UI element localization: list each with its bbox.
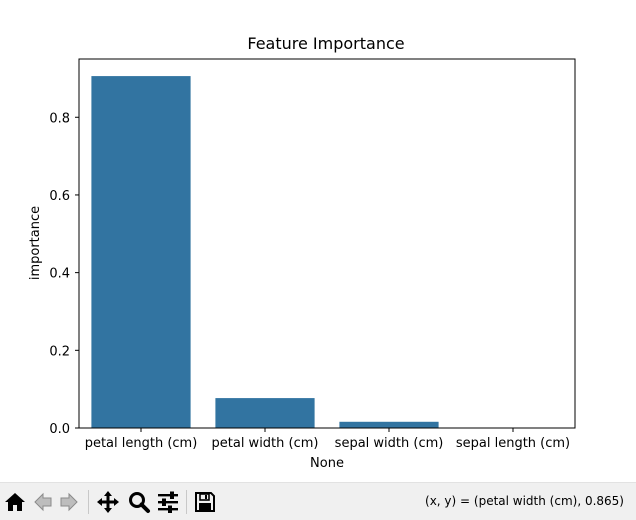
x-tick-label: petal length (cm) xyxy=(85,436,198,451)
ticks-layer: petal length (cm) petal width (cm) sepal w… xyxy=(49,111,570,451)
sliders-icon xyxy=(158,491,178,513)
forward-button[interactable] xyxy=(56,489,82,515)
y-axis-label: importance xyxy=(28,206,43,280)
coordinate-readout: (x, y) = (petal width (cm), 0.865) xyxy=(425,494,624,508)
x-tick-label: sepal length (cm) xyxy=(456,436,570,451)
y-tick-label: 0.8 xyxy=(49,111,70,126)
y-tick-label: 0.6 xyxy=(49,189,70,204)
axes-frame xyxy=(78,58,576,429)
home-icon xyxy=(5,493,25,511)
toolbar-separator xyxy=(88,490,89,514)
navigation-toolbar: (x, y) = (petal width (cm), 0.865) xyxy=(0,482,636,520)
bar-petal-length-cm xyxy=(91,76,191,429)
save-button[interactable] xyxy=(192,489,218,515)
arrow-right-icon xyxy=(60,492,78,512)
arrow-left-icon xyxy=(34,492,52,512)
bars-layer xyxy=(91,76,439,429)
bar-petal-width-cm xyxy=(215,398,315,428)
configure-subplots-button[interactable] xyxy=(155,489,181,515)
back-button[interactable] xyxy=(30,489,56,515)
chart-title: Feature Importance xyxy=(247,34,404,53)
y-tick-label: 0.2 xyxy=(49,344,70,359)
pan-button[interactable] xyxy=(95,489,121,515)
floppy-disk-icon xyxy=(195,492,215,512)
x-tick-label: petal width (cm) xyxy=(212,436,319,451)
x-tick-label: sepal width (cm) xyxy=(335,436,444,451)
y-tick-label: 0.0 xyxy=(49,422,70,437)
home-button[interactable] xyxy=(2,489,28,515)
zoom-button[interactable] xyxy=(126,489,152,515)
move-icon xyxy=(97,491,119,513)
y-tick-label: 0.4 xyxy=(49,267,70,282)
bar-sepal-width-cm xyxy=(339,421,439,428)
figure-canvas[interactable]: Feature Importance petal length (cm) peta… xyxy=(0,0,636,482)
magnifier-icon xyxy=(129,492,150,513)
bar-chart: Feature Importance petal length (cm) peta… xyxy=(28,34,576,471)
toolbar-separator xyxy=(186,490,187,514)
x-axis-label: None xyxy=(310,456,344,471)
